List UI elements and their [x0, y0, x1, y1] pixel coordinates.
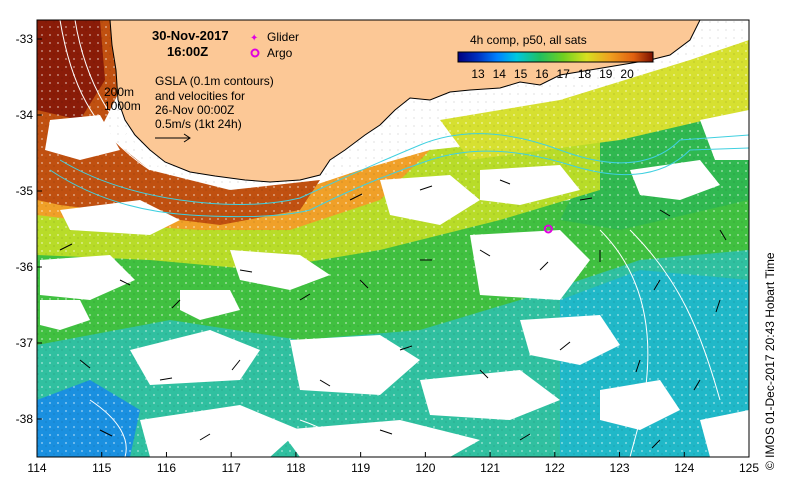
- colorbar-tick-label: 16: [535, 67, 549, 81]
- y-axis: -33 -34 -35 -36 -37 -38: [16, 32, 42, 426]
- colorbar-tick-label: 15: [514, 67, 528, 81]
- x-tick-label: 114: [27, 461, 46, 475]
- gsla-note-line4: 0.5m/s (1kt 24h): [155, 117, 242, 131]
- colorbar-ticks: 13 14 15 16 17 18 19 20: [471, 67, 634, 81]
- x-tick-label: 115: [92, 461, 111, 475]
- argo-legend: Argo: [250, 46, 293, 60]
- x-tick-label: 118: [286, 461, 305, 475]
- colorbar-tick-label: 13: [471, 67, 485, 81]
- scale-arrow-icon: [155, 133, 191, 143]
- colorbar-gradient: [457, 51, 654, 63]
- y-tick-label: -34: [16, 108, 34, 122]
- x-axis: 114 115 116 117 118 119 120 121 122 123 124 125: [27, 452, 759, 475]
- x-tick-label: 121: [480, 461, 500, 475]
- gsla-note-line2: and velocities for: [155, 89, 245, 103]
- colorbar-tick-label: 19: [599, 67, 613, 81]
- y-tick-label: -36: [16, 260, 34, 274]
- plot-frame: [36, 19, 750, 458]
- x-tick-label: 119: [351, 461, 370, 475]
- colorbar-tick-label: 20: [620, 67, 634, 81]
- gsla-note-line1: GSLA (0.1m contours): [155, 74, 274, 88]
- isobath-200-label: 200m: [104, 85, 134, 99]
- argo-marker-icon: [250, 48, 260, 58]
- map-time: 16:00Z: [167, 44, 208, 59]
- x-tick-label: 120: [415, 461, 435, 475]
- x-tick-label: 124: [674, 461, 694, 475]
- colorbar-tick-label: 17: [557, 67, 571, 81]
- colorbar: 4h comp, p50, all sats 13 14 15 16 17 18 19 20: [457, 33, 654, 81]
- argo-label: Argo: [267, 46, 293, 60]
- gsla-contours: [59, 20, 721, 457]
- colorbar-tick-label: 18: [578, 67, 592, 81]
- x-tick-label: 117: [222, 461, 241, 475]
- y-tick-label: -33: [16, 32, 34, 46]
- x-tick-label: 125: [739, 461, 759, 475]
- argo-float-marker: [543, 224, 553, 234]
- x-tick-label: 123: [610, 461, 630, 475]
- glider-marker-icon: ✦: [250, 33, 258, 44]
- credit-block: © IMOS 01-Dec-2017 20:43 Hobart Time: [763, 252, 777, 470]
- isobaths: [49, 133, 749, 218]
- colorbar-title: 4h comp, p50, all sats: [470, 33, 587, 47]
- map-date: 30-Nov-2017: [152, 28, 229, 43]
- cloud-gaps: [40, 110, 749, 457]
- y-tick-label: -38: [16, 412, 34, 426]
- colorbar-tick-label: 14: [493, 67, 507, 81]
- isobath-1000-label: 1000m: [104, 99, 141, 113]
- glider-label: Glider: [267, 30, 299, 44]
- y-tick-label: -35: [16, 184, 34, 198]
- x-tick-label: 122: [545, 461, 565, 475]
- credit-text: © IMOS 01-Dec-2017 20:43 Hobart Time: [763, 252, 777, 470]
- glider-legend: ✦ Glider: [250, 30, 299, 44]
- velocity-arrows: [59, 179, 727, 449]
- sst-field: [37, 20, 749, 457]
- x-tick-label: 116: [157, 461, 176, 475]
- y-tick-label: -37: [16, 336, 34, 350]
- gsla-note-line3: 26-Nov 00:00Z: [155, 103, 234, 117]
